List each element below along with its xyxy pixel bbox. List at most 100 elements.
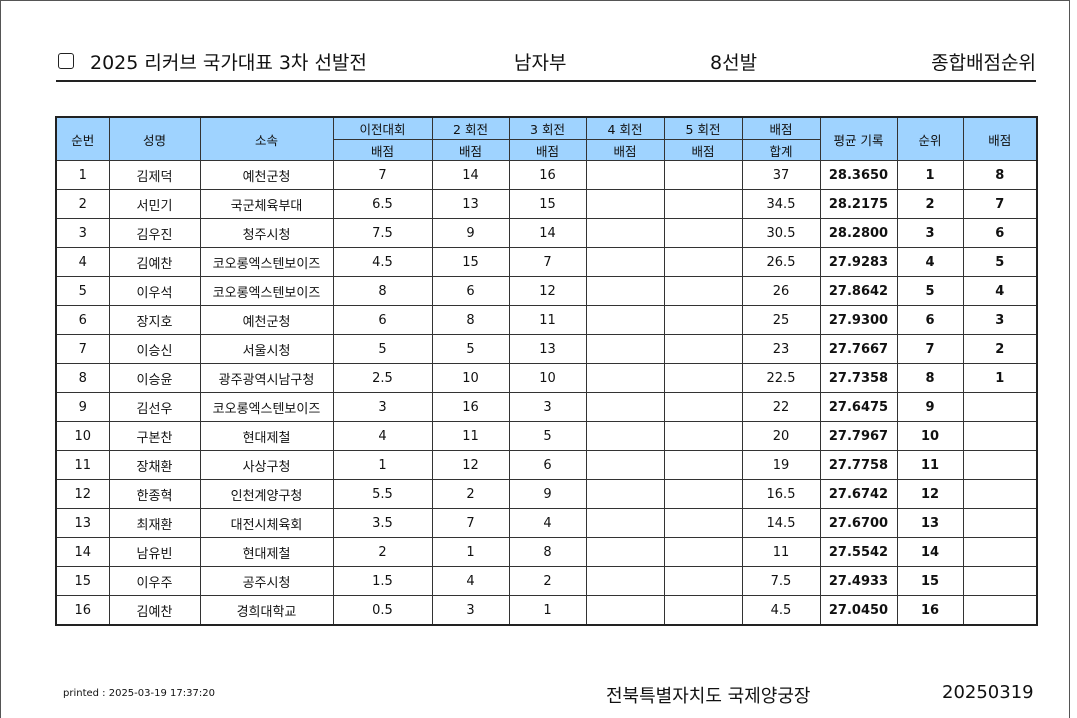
cell-total-points: 26 (741, 276, 821, 306)
cell-round4-points (585, 450, 665, 480)
cell-rank: 3 (896, 218, 964, 248)
cell-average-record: 28.3650 (819, 160, 898, 190)
cell-round5-points (663, 450, 743, 480)
cell-rank: 5 (896, 276, 964, 306)
cell-points: 2 (962, 334, 1038, 364)
cell-average-record: 27.8642 (819, 276, 898, 306)
cell-points: 8 (962, 160, 1038, 190)
cell-round4-points (585, 595, 665, 626)
col-header-r2-top: 2 회전 (431, 116, 510, 140)
cell-team: 공주시청 (199, 566, 334, 596)
results-table: 순번 성명 소속 이전대회 2 회전 3 회전 4 회전 5 회전 배점 평균 … (55, 116, 1038, 626)
cell-team: 현대제철 (199, 421, 334, 451)
cell-no: 4 (55, 247, 110, 277)
cell-round3-points: 12 (508, 276, 587, 306)
cell-round2-points: 12 (431, 450, 510, 480)
cell-name: 이승신 (108, 334, 201, 364)
col-header-r3-bottom: 배점 (508, 139, 587, 161)
cell-round4-points (585, 276, 665, 306)
cell-round5-points (663, 160, 743, 190)
cell-rank: 12 (896, 479, 964, 509)
cell-round3-points: 1 (508, 595, 587, 626)
table-row: 13 최재환 대전시체육회 3.5 7 4 14.5 27.6700 13 (55, 508, 1038, 538)
cell-team: 코오롱엑스텐보이즈 (199, 392, 334, 422)
cell-team: 현대제철 (199, 537, 334, 567)
cell-total-points: 16.5 (741, 479, 821, 509)
cell-average-record: 28.2175 (819, 189, 898, 219)
cell-round5-points (663, 334, 743, 364)
cell-round5-points (663, 218, 743, 248)
selection-label: 8선발 (710, 52, 758, 74)
cell-points: 3 (962, 305, 1038, 335)
cell-round5-points (663, 247, 743, 277)
document-date: 20250319 (942, 682, 1034, 703)
cell-average-record: 27.7358 (819, 363, 898, 393)
cell-round5-points (663, 595, 743, 626)
cell-round3-points: 2 (508, 566, 587, 596)
cell-total-points: 20 (741, 421, 821, 451)
venue-name: 전북특별자치도 국제양궁장 (606, 686, 811, 707)
cell-team: 코오롱엑스텐보이즈 (199, 247, 334, 277)
cell-no: 10 (55, 421, 110, 451)
cell-points (962, 450, 1038, 480)
table-row: 15 이우주 공주시청 1.5 4 2 7.5 27.4933 15 (55, 566, 1038, 596)
col-header-prev-bottom: 배점 (332, 139, 433, 161)
cell-round2-points: 16 (431, 392, 510, 422)
cell-round3-points: 4 (508, 508, 587, 538)
cell-average-record: 28.2800 (819, 218, 898, 248)
cell-name: 장지호 (108, 305, 201, 335)
cell-points (962, 479, 1038, 509)
cell-rank: 13 (896, 508, 964, 538)
cell-team: 국군체육부대 (199, 189, 334, 219)
cell-round4-points (585, 508, 665, 538)
ranking-title: 종합배점순위 (931, 52, 1036, 74)
cell-round2-points: 8 (431, 305, 510, 335)
cell-round2-points: 15 (431, 247, 510, 277)
cell-name: 한종혁 (108, 479, 201, 509)
col-header-r3-top: 3 회전 (508, 116, 587, 140)
cell-no: 3 (55, 218, 110, 248)
cell-rank: 7 (896, 334, 964, 364)
cell-name: 장채환 (108, 450, 201, 480)
cell-rank: 2 (896, 189, 964, 219)
cell-team: 예천군청 (199, 160, 334, 190)
cell-prev-points: 4.5 (332, 247, 433, 277)
cell-name: 김제덕 (108, 160, 201, 190)
col-header-r5-top: 5 회전 (663, 116, 743, 140)
cell-no: 14 (55, 537, 110, 567)
cell-prev-points: 1 (332, 450, 433, 480)
table-row: 11 장채환 사상구청 1 12 6 19 27.7758 11 (55, 450, 1038, 480)
cell-prev-points: 4 (332, 421, 433, 451)
cell-round3-points: 14 (508, 218, 587, 248)
cell-points (962, 392, 1038, 422)
col-header-name: 성명 (108, 116, 201, 161)
cell-rank: 4 (896, 247, 964, 277)
table-header: 순번 성명 소속 이전대회 2 회전 3 회전 4 회전 5 회전 배점 평균 … (55, 116, 1038, 161)
cell-no: 11 (55, 450, 110, 480)
cell-total-points: 19 (741, 450, 821, 480)
cell-team: 경희대학교 (199, 595, 334, 626)
col-header-avg: 평균 기록 (819, 116, 898, 161)
cell-average-record: 27.6742 (819, 479, 898, 509)
cell-team: 대전시체육회 (199, 508, 334, 538)
table-body: 1 김제덕 예천군청 7 14 16 37 28.3650 1 8 2 서민기 국군체육부대 6.5 13 1… (55, 160, 1038, 626)
col-header-r4-top: 4 회전 (585, 116, 665, 140)
cell-total-points: 11 (741, 537, 821, 567)
cell-name: 최재환 (108, 508, 201, 538)
cell-round3-points: 10 (508, 363, 587, 393)
cell-round2-points: 7 (431, 508, 510, 538)
col-header-r4-bottom: 배점 (585, 139, 665, 161)
cell-round2-points: 3 (431, 595, 510, 626)
cell-rank: 14 (896, 537, 964, 567)
cell-rank: 9 (896, 392, 964, 422)
page-title: 2025 리커브 국가대표 3차 선발전 (90, 52, 367, 74)
cell-rank: 15 (896, 566, 964, 596)
table-row: 6 장지호 예천군청 6 8 11 25 27.9300 6 3 (55, 305, 1038, 335)
cell-name: 김예찬 (108, 247, 201, 277)
cell-round3-points: 7 (508, 247, 587, 277)
col-header-prev-top: 이전대회 (332, 116, 433, 140)
cell-name: 이승윤 (108, 363, 201, 393)
cell-round4-points (585, 305, 665, 335)
cell-name: 이우석 (108, 276, 201, 306)
cell-prev-points: 6 (332, 305, 433, 335)
